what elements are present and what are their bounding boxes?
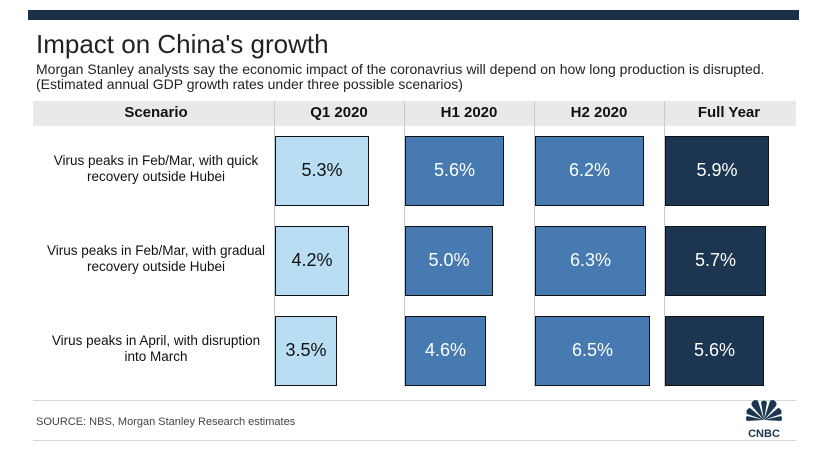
bar: 5.0% [405, 226, 493, 296]
bar-value-label: 5.6% [693, 340, 736, 360]
column-divider [404, 101, 405, 387]
bar: 5.9% [665, 136, 769, 206]
bar: 5.3% [275, 136, 369, 206]
bar-value-label: 4.2% [291, 250, 333, 270]
column-header: H1 2020 [440, 104, 498, 121]
scenario-label: Virus peaks in April, with disruption in… [51, 333, 261, 364]
bar-value-label: 6.5% [571, 340, 614, 360]
top-rule [28, 10, 799, 20]
column-header: Q1 2020 [310, 104, 368, 121]
bar: 6.5% [535, 316, 650, 386]
bar-value-label: 6.3% [569, 250, 612, 270]
source-note: SOURCE: NBS, Morgan Stanley Research est… [36, 416, 296, 428]
bar-value-label: 3.5% [285, 340, 327, 360]
scenario-header: Scenario [124, 104, 188, 121]
bar-value-label: 5.7% [694, 250, 737, 270]
bar: 5.7% [665, 226, 766, 296]
chart-subtitle: Morgan Stanley analysts say the economic… [36, 61, 765, 92]
cnbc-logo: CNBC [746, 400, 782, 440]
bar-value-label: 5.0% [428, 250, 470, 270]
footer-rule [33, 440, 796, 441]
bar-value-label: 5.3% [301, 160, 343, 180]
column-divider [664, 101, 665, 387]
column-header: H2 2020 [570, 104, 628, 121]
bar: 6.2% [535, 136, 644, 206]
header-band [33, 101, 796, 126]
cnbc-logo-text: CNBC [748, 428, 780, 440]
bar: 6.3% [535, 226, 646, 296]
source-rule [33, 400, 796, 401]
column-header: Full Year [697, 104, 761, 121]
bar: 4.6% [405, 316, 486, 386]
bar-value-label: 5.6% [433, 160, 476, 180]
scenario-label: Virus peaks in Feb/Mar, with quick recov… [53, 153, 259, 184]
bar: 5.6% [405, 136, 504, 206]
column-divider [534, 101, 535, 387]
bar: 5.6% [665, 316, 764, 386]
chart-title: Impact on China's growth [36, 29, 329, 59]
bar-value-label: 5.9% [696, 160, 738, 180]
bar: 4.2% [275, 226, 349, 296]
column-divider [274, 101, 275, 387]
scenario-label: Virus peaks in Feb/Mar, with gradual rec… [46, 243, 266, 274]
bar: 3.5% [275, 316, 337, 386]
bar-value-label: 6.2% [568, 160, 611, 180]
bar-value-label: 4.6% [424, 340, 467, 360]
